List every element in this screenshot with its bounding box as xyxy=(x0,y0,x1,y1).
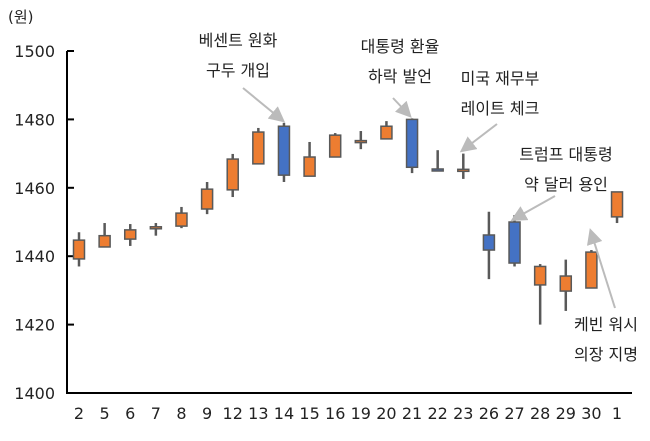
x-tick-label: 19 xyxy=(351,404,371,423)
candle-body xyxy=(123,229,137,240)
x-tick-label: 29 xyxy=(556,404,576,423)
candle-body xyxy=(303,156,316,177)
x-tick-label: 2 xyxy=(74,404,84,423)
y-tick-label: 1400 xyxy=(14,384,55,403)
annotation-arrow xyxy=(242,87,286,123)
annotation-text: 의장 지명 xyxy=(574,345,638,364)
x-tick-label: 28 xyxy=(530,404,550,423)
y-tick-label: 1440 xyxy=(14,247,55,266)
x-tick-label: 27 xyxy=(504,404,524,423)
x-tick-label: 9 xyxy=(202,404,212,423)
candle-body xyxy=(508,221,521,264)
candle-body xyxy=(610,191,624,218)
annotation-arrow xyxy=(392,97,412,118)
candle-body xyxy=(585,251,598,289)
candle-body xyxy=(175,212,188,227)
candle-body xyxy=(457,168,470,173)
x-tick-label: 6 xyxy=(125,404,135,423)
x-tick-label: 1 xyxy=(612,404,622,423)
y-tick-label: 1460 xyxy=(14,179,55,198)
x-tick-label: 8 xyxy=(176,404,186,423)
annotation-text: 레이트 체크 xyxy=(461,99,540,118)
y-tick-label: 1500 xyxy=(14,42,55,61)
y-axis-label: (원) xyxy=(8,8,34,26)
x-tick-label: 7 xyxy=(151,404,161,423)
annotation-arrow xyxy=(510,195,556,221)
x-tick-label: 15 xyxy=(299,404,319,423)
x-tick-label: 22 xyxy=(428,404,448,423)
candle-body xyxy=(354,139,368,144)
x-tick-label: 13 xyxy=(248,404,268,423)
x-tick-label: 30 xyxy=(581,404,601,423)
x-tick-label: 21 xyxy=(402,404,422,423)
candle-body xyxy=(380,125,393,140)
candle-body xyxy=(72,239,86,260)
y-tick-label: 1480 xyxy=(14,110,55,129)
x-tick-label: 23 xyxy=(453,404,473,423)
candle-body xyxy=(226,158,239,191)
candle-body xyxy=(405,118,419,169)
y-tick-label: 1420 xyxy=(14,316,55,335)
x-tick-label: 26 xyxy=(479,404,499,423)
annotation-arrow xyxy=(459,123,498,153)
x-tick-label: 5 xyxy=(100,404,110,423)
candle-body xyxy=(252,131,265,165)
x-tick-label: 14 xyxy=(274,404,294,423)
candle-body xyxy=(98,234,111,248)
candle-body xyxy=(149,226,163,230)
annotation-text: 베센트 원화 xyxy=(199,31,278,50)
annotation-text: 대통령 환율 xyxy=(361,37,440,56)
annotation-text: 약 달러 용인 xyxy=(524,175,608,194)
annotation-text: 미국 재무부 xyxy=(461,69,540,88)
annotation-text: 케빈 워시 xyxy=(574,315,638,334)
candle-body xyxy=(277,125,291,176)
candle-body xyxy=(200,188,214,210)
annotation-arrow xyxy=(586,228,616,309)
candle-body xyxy=(328,134,342,158)
annotation-text: 구두 개입 xyxy=(206,61,270,80)
candle-body xyxy=(559,275,573,292)
annotation-text: 트럼프 대통령 xyxy=(519,145,612,164)
candle-body xyxy=(533,265,547,286)
annotation-text: 하락 발언 xyxy=(368,67,432,86)
x-tick-label: 16 xyxy=(325,404,345,423)
x-tick-label: 20 xyxy=(376,404,396,423)
candle-body xyxy=(431,168,444,172)
candle-body xyxy=(482,234,496,251)
x-tick-label: 12 xyxy=(223,404,243,423)
